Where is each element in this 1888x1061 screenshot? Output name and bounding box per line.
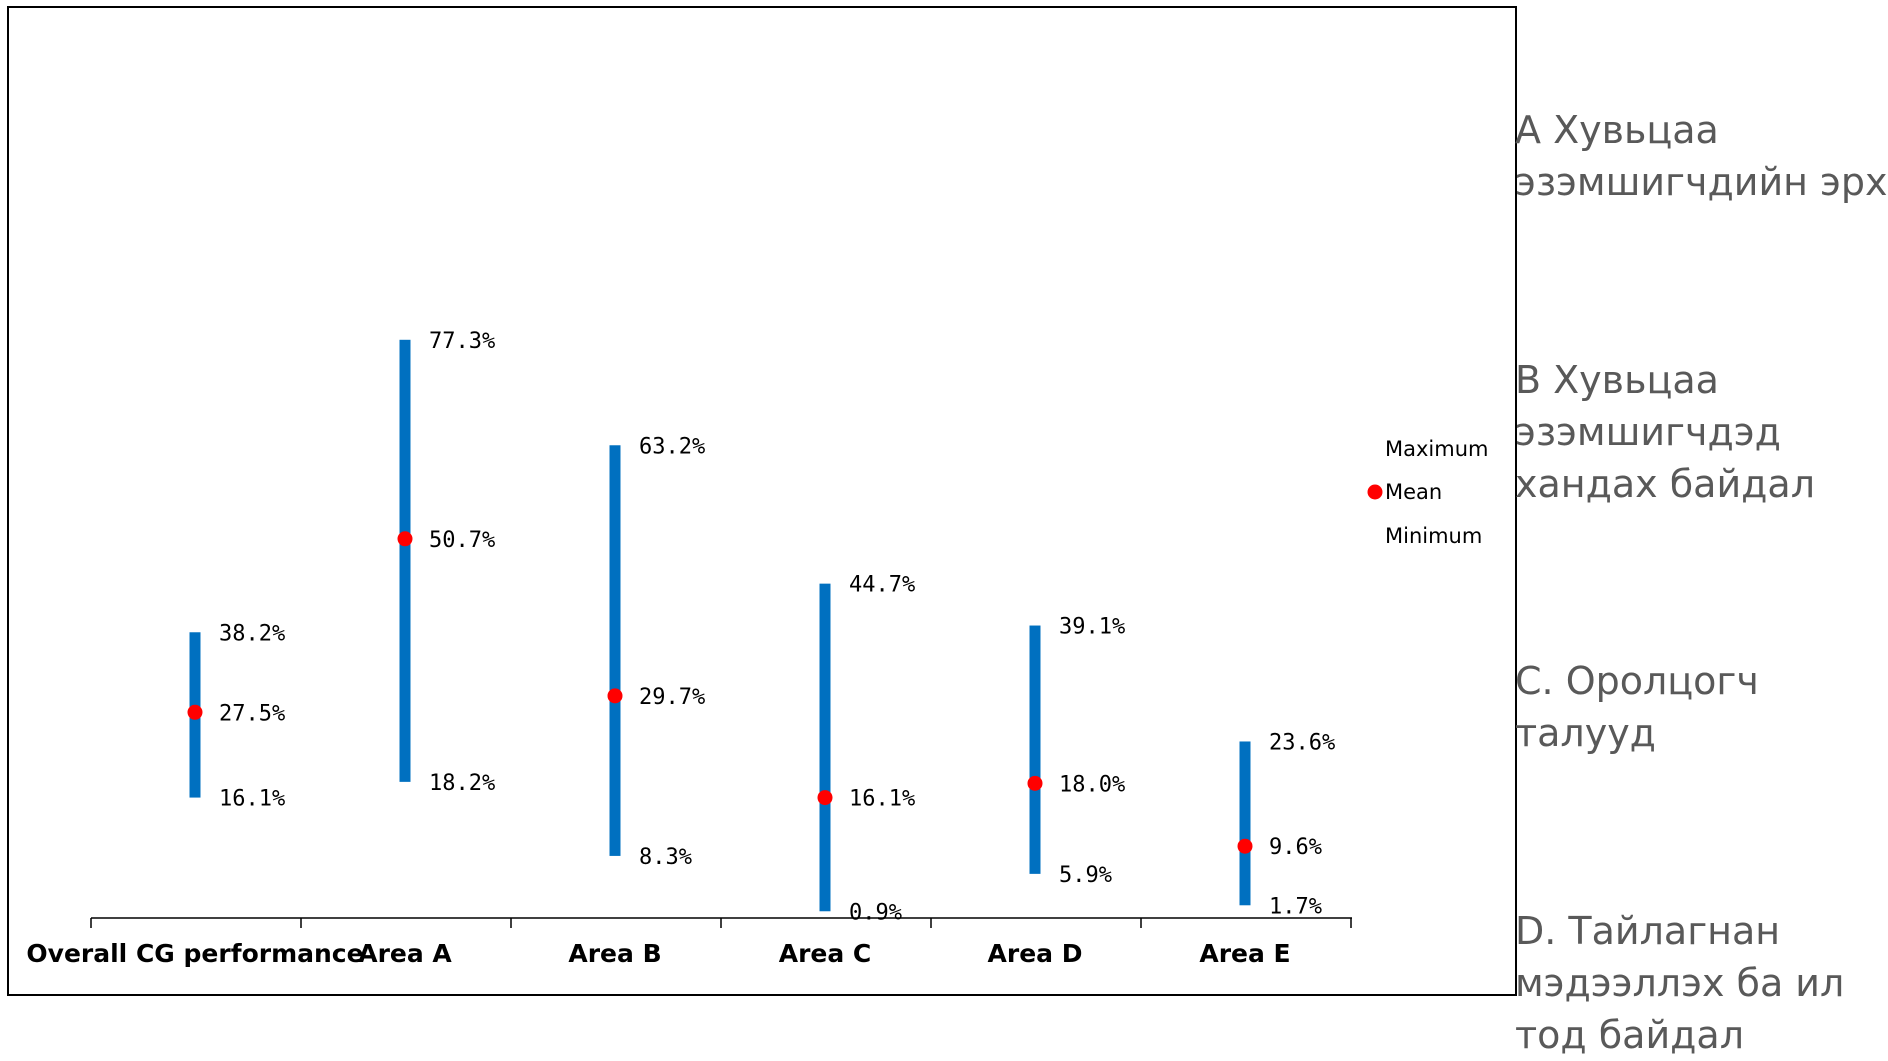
side-note-b-line-3: хандах байдал	[1515, 462, 1816, 506]
mean-point	[1237, 838, 1253, 854]
legend-item-label: Minimum	[1385, 524, 1482, 548]
max-label: 77.3%	[429, 329, 495, 354]
category-label: Area C	[779, 939, 872, 968]
side-note-b-line-1: B Хувьцаа	[1515, 358, 1719, 402]
min-label: 16.1%	[219, 787, 285, 812]
mean-point	[607, 688, 623, 704]
range-bars	[187, 339, 1253, 912]
min-label: 5.9%	[1059, 863, 1112, 888]
side-note-b-line-2: эзэмшигчдэд	[1515, 410, 1781, 454]
range-bar	[609, 445, 621, 856]
category-label: Area D	[988, 939, 1083, 968]
chart-frame	[7, 6, 1517, 996]
min-label: 8.3%	[639, 845, 692, 870]
max-label: 63.2%	[639, 434, 705, 459]
side-note-a-line-2: эзэмшигчдийн эрх	[1515, 160, 1888, 204]
mean-point	[397, 531, 413, 547]
min-label: 1.7%	[1269, 894, 1322, 919]
min-label: 0.9%	[849, 900, 902, 925]
max-label: 44.7%	[849, 573, 915, 598]
side-note-c-line-2: талууд	[1515, 711, 1656, 755]
side-note-d-line-1: D. Тайлагнан	[1515, 909, 1781, 953]
mean-label: 16.1%	[849, 787, 915, 812]
min-label: 18.2%	[429, 771, 495, 796]
side-note-c-line-1: C. Оролцогч	[1515, 659, 1759, 703]
mean-point	[817, 790, 833, 806]
mean-label: 9.6%	[1269, 835, 1322, 860]
side-note-c: C. Оролцогч талууд	[1515, 655, 1888, 759]
side-note-b: B Хувьцаа эзэмшигчдэд хандах байдал	[1515, 354, 1888, 510]
mean-point	[1027, 775, 1043, 791]
category-label: Area B	[568, 939, 661, 968]
legend-item-label: Mean	[1385, 480, 1442, 504]
side-note-d-line-2: мэдээллэх ба ил	[1515, 961, 1845, 1005]
range-bar	[819, 583, 831, 912]
mean-label: 29.7%	[639, 685, 705, 710]
side-notes: A Хувьцаа эзэмшигчдийн эрх B Хувьцаа эзэ…	[1515, 0, 1888, 1057]
x-axis	[90, 917, 1352, 928]
range-bar	[399, 339, 411, 782]
category-label: Area E	[1199, 939, 1290, 968]
category-label: Area A	[358, 939, 452, 968]
range-bar	[1029, 625, 1041, 874]
legend-mean-marker	[1367, 484, 1383, 500]
side-note-a-line-1: A Хувьцаа	[1515, 108, 1719, 152]
max-label: 38.2%	[219, 621, 285, 646]
mean-point	[187, 704, 203, 720]
side-note-a: A Хувьцаа эзэмшигчдийн эрх	[1515, 104, 1888, 208]
mean-label: 18.0%	[1059, 772, 1125, 797]
legend-item-label: Maximum	[1385, 437, 1488, 461]
side-note-d-line-3: тод байдал	[1515, 1013, 1745, 1057]
mean-label: 50.7%	[429, 528, 495, 553]
category-label: Overall CG performance	[26, 939, 363, 968]
range-bar	[1239, 741, 1251, 906]
max-label: 23.6%	[1269, 730, 1335, 755]
mean-label: 27.5%	[219, 701, 285, 726]
max-label: 39.1%	[1059, 615, 1125, 640]
data-labels: 38.2% 27.5% 16.1% 77.3% 50.7% 18.2% 63.2% 29.7%…	[219, 329, 1335, 925]
legend: Maximum Mean Minimum	[1367, 437, 1488, 548]
side-note-d: D. Тайлагнан мэдээллэх ба ил тод байдал	[1515, 905, 1888, 1061]
